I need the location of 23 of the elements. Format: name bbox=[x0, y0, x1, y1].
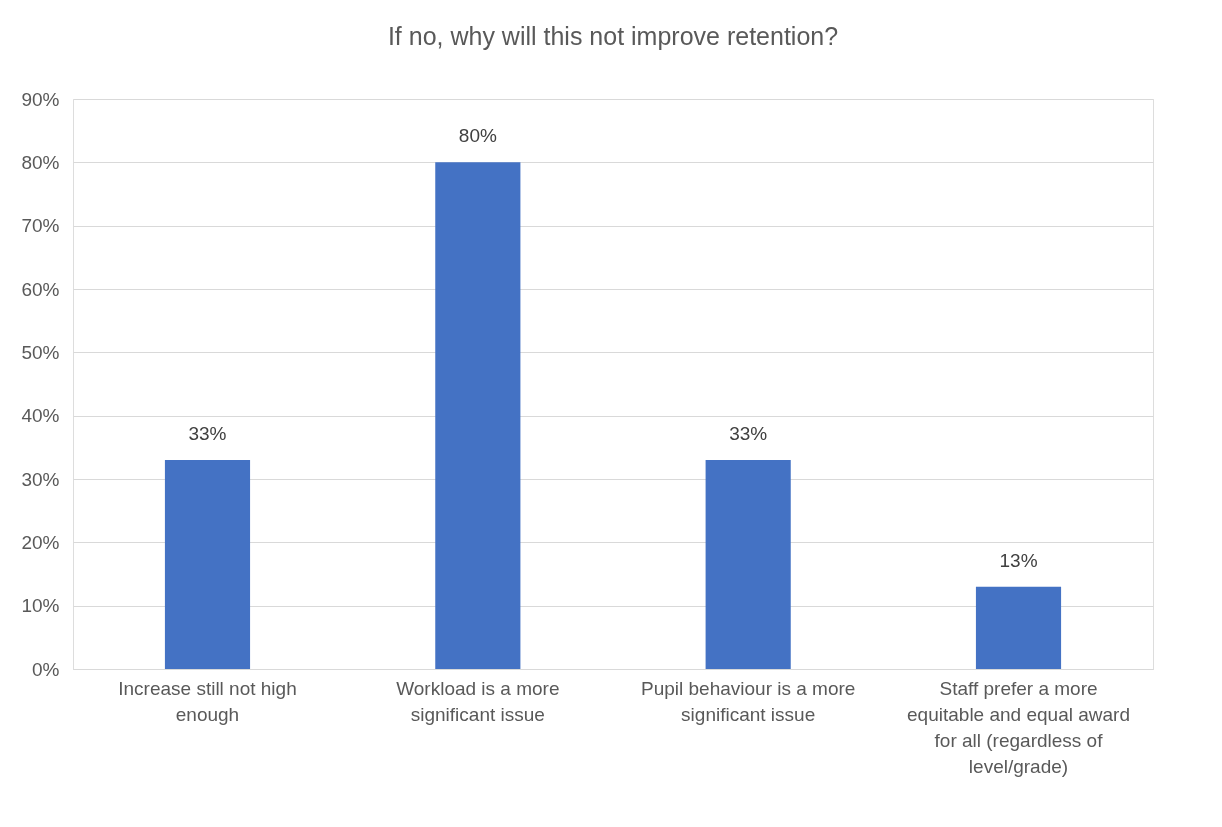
y-tick-label: 40% bbox=[21, 405, 60, 427]
x-tick-label: Increase still not high enough bbox=[118, 677, 297, 725]
chart-title: If no, why will this not improve retention? bbox=[387, 22, 839, 50]
y-tick-label: 10% bbox=[21, 595, 60, 617]
data-label: 33% bbox=[729, 423, 768, 444]
data-label: 80% bbox=[458, 125, 497, 147]
y-tick-label: 90% bbox=[21, 88, 60, 110]
data-label: 33% bbox=[188, 423, 227, 444]
data-label: 13% bbox=[999, 549, 1038, 571]
y-tick-label: 70% bbox=[21, 215, 60, 237]
bar bbox=[435, 162, 521, 669]
y-tick-label: 50% bbox=[21, 341, 60, 363]
bar bbox=[705, 460, 791, 669]
x-tick-label: Staff prefer a more equitable and equal award for all (regardless of level/grade) bbox=[907, 677, 1130, 777]
y-tick-label: 20% bbox=[21, 531, 60, 553]
x-tick-label: Pupil behaviour is a more significant issue bbox=[640, 677, 856, 725]
y-tick-label: 60% bbox=[21, 278, 60, 300]
y-tick-label: 80% bbox=[21, 151, 60, 173]
bar bbox=[975, 586, 1062, 669]
y-tick-label: 0% bbox=[32, 658, 60, 680]
x-tick-label: Workload is a more significant issue bbox=[396, 677, 560, 725]
bar bbox=[164, 460, 251, 669]
y-tick-label: 30% bbox=[21, 468, 60, 490]
